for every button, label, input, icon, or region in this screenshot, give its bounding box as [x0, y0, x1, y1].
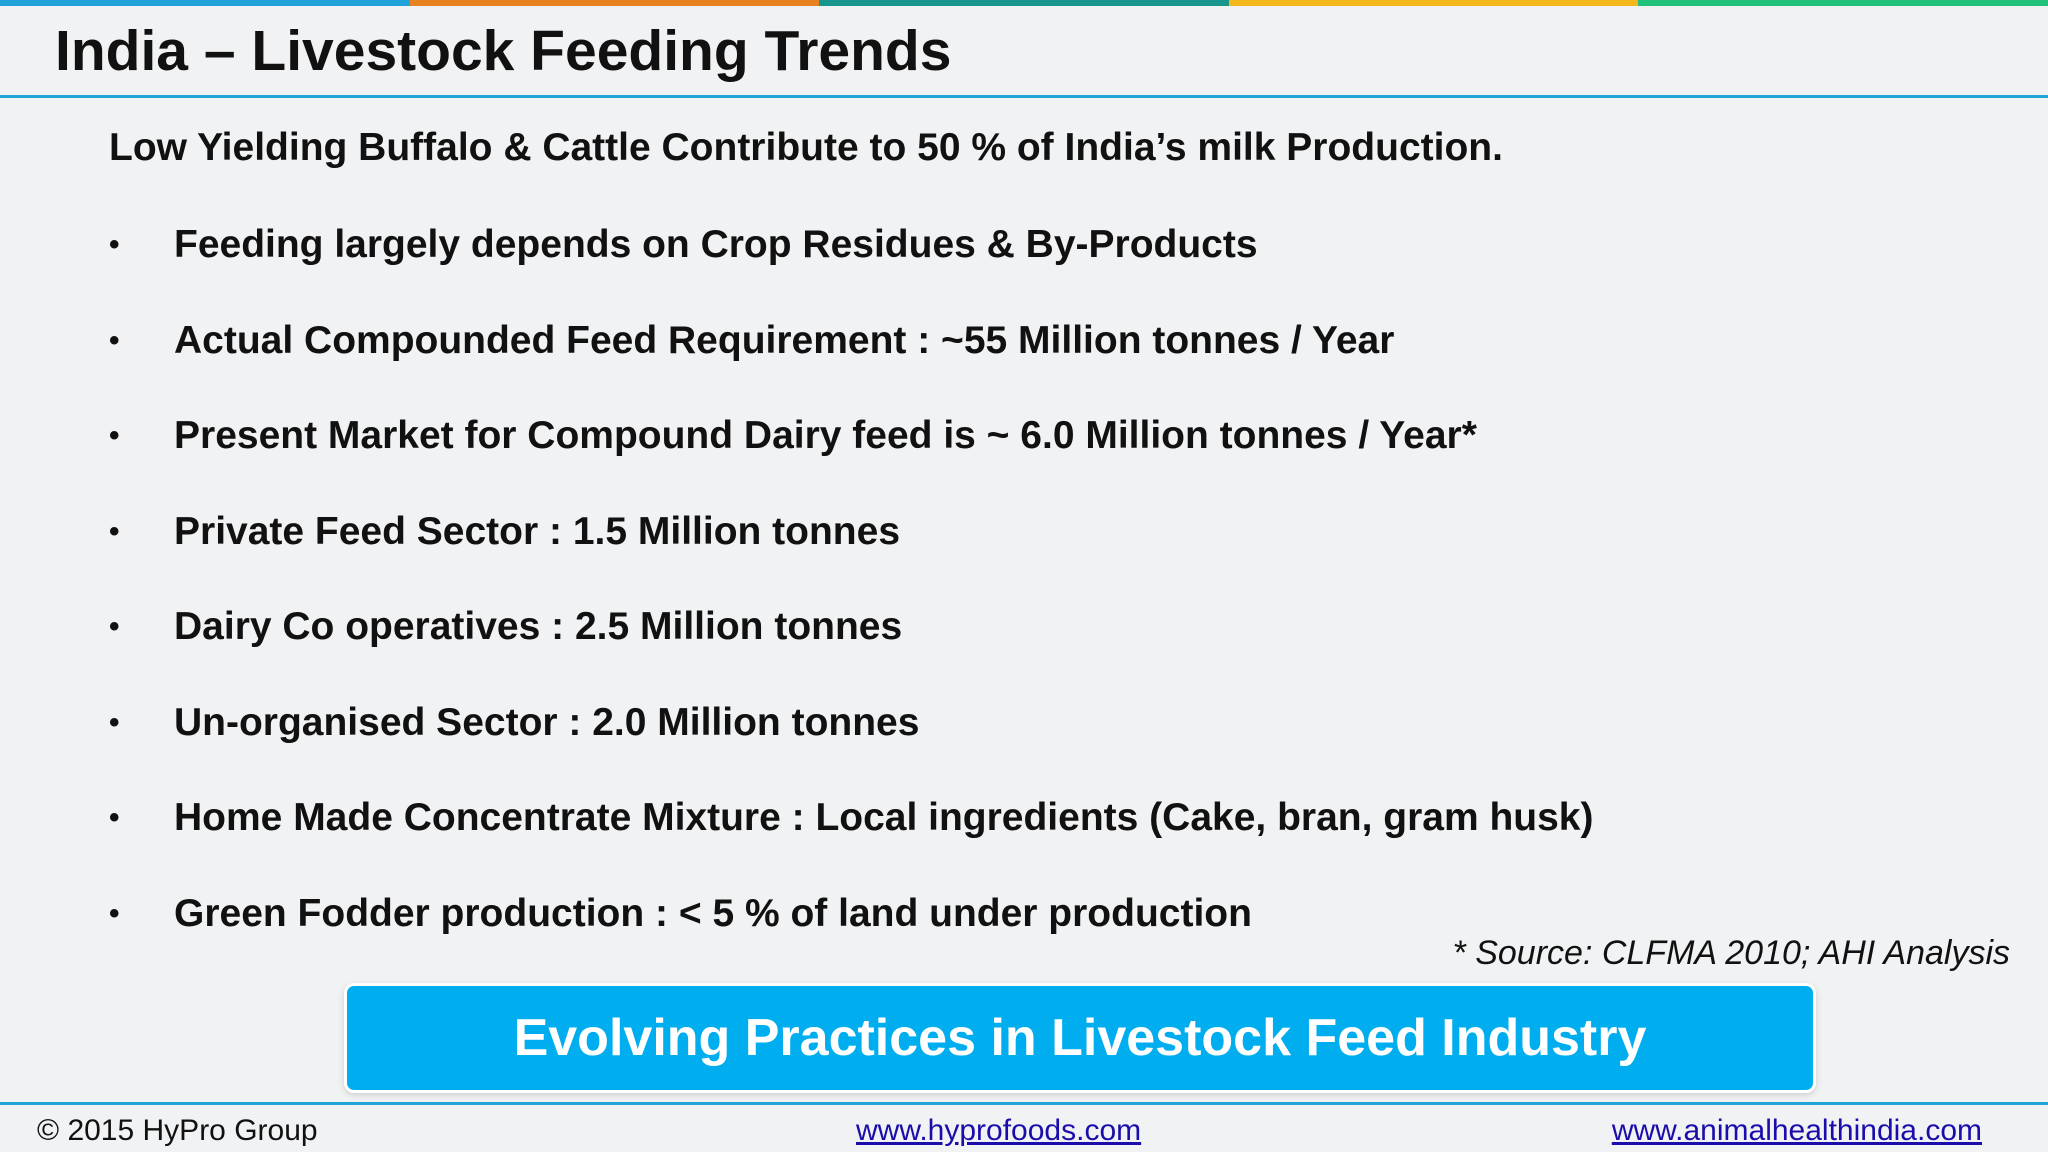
top-bar-segment — [0, 0, 410, 6]
top-bar-segment — [1638, 0, 2048, 6]
bullet-item: • Private Feed Sector : 1.5 Million tonne… — [109, 502, 1593, 598]
title-divider — [0, 95, 2048, 98]
bullet-item: • Home Made Concentrate Mixture : Local i… — [109, 788, 1593, 884]
bullet-dot: • — [109, 419, 120, 452]
bullet-dot: • — [109, 896, 120, 930]
bullet-item: • Un-organised Sector : 2.0 Million tonne… — [109, 693, 1593, 789]
bullet-dot: • — [109, 705, 120, 739]
slide-title: India – Livestock Feeding Trends — [55, 19, 952, 83]
bullet-text: Private Feed Sector : 1.5 Million tonnes — [174, 509, 901, 553]
top-bar-segment — [1228, 0, 1639, 6]
bullet-item: • Actual Compounded Feed Requirement : ~5… — [109, 311, 1593, 407]
banner: Evolving Practices in Livestock Feed Ind… — [344, 983, 1816, 1093]
bullet-dot: • — [109, 228, 120, 261]
bullet-list: • Feeding largely depends on Crop Residue… — [109, 215, 1593, 979]
bullet-text: Un-organised Sector : 2.0 Million tonnes — [174, 700, 920, 744]
bullet-dot: • — [109, 514, 120, 548]
top-color-bar — [0, 0, 2048, 6]
bullet-text: Home Made Concentrate Mixture : Local in… — [174, 796, 1594, 839]
bullet-text: Present Market for Compound Dairy feed i… — [174, 414, 1477, 457]
top-bar-segment — [409, 0, 820, 6]
lead-statement: Low Yielding Buffalo & Cattle Contribute… — [109, 126, 1503, 169]
bullet-text: Dairy Co operatives : 2.5 Million tonnes — [174, 605, 903, 648]
banner-text: Evolving Practices in Livestock Feed Ind… — [513, 1009, 1647, 1067]
hyprofoods-link[interactable]: www.hyprofoods.com — [856, 1114, 1142, 1147]
bullet-text: Feeding largely depends on Crop Residues… — [174, 223, 1258, 266]
bullet-dot: • — [109, 323, 120, 357]
footer-divider — [0, 1102, 2048, 1105]
footer: © 2015 HyPro Group www.hyprofoods.com ww… — [0, 1112, 2048, 1148]
bullet-dot: • — [109, 801, 120, 834]
animalhealthindia-link[interactable]: www.animalhealthindia.com — [1611, 1114, 1982, 1147]
bullet-text: Green Fodder production : < 5 % of land … — [174, 891, 1252, 935]
bullet-dot: • — [109, 610, 120, 643]
bullet-item: • Green Fodder production : < 5 % of land… — [109, 884, 1593, 980]
copyright-text: © 2015 HyPro Group — [37, 1114, 318, 1147]
bullet-item: • Present Market for Compound Dairy feed … — [109, 406, 1593, 502]
top-bar-segment — [819, 0, 1229, 6]
source-note: * Source: CLFMA 2010; AHI Analysis — [1452, 934, 2010, 972]
bullet-item: • Feeding largely depends on Crop Residue… — [109, 215, 1593, 311]
bullet-text: Actual Compounded Feed Requirement : ~55… — [174, 318, 1395, 362]
bullet-item: • Dairy Co operatives : 2.5 Million tonne… — [109, 597, 1593, 693]
